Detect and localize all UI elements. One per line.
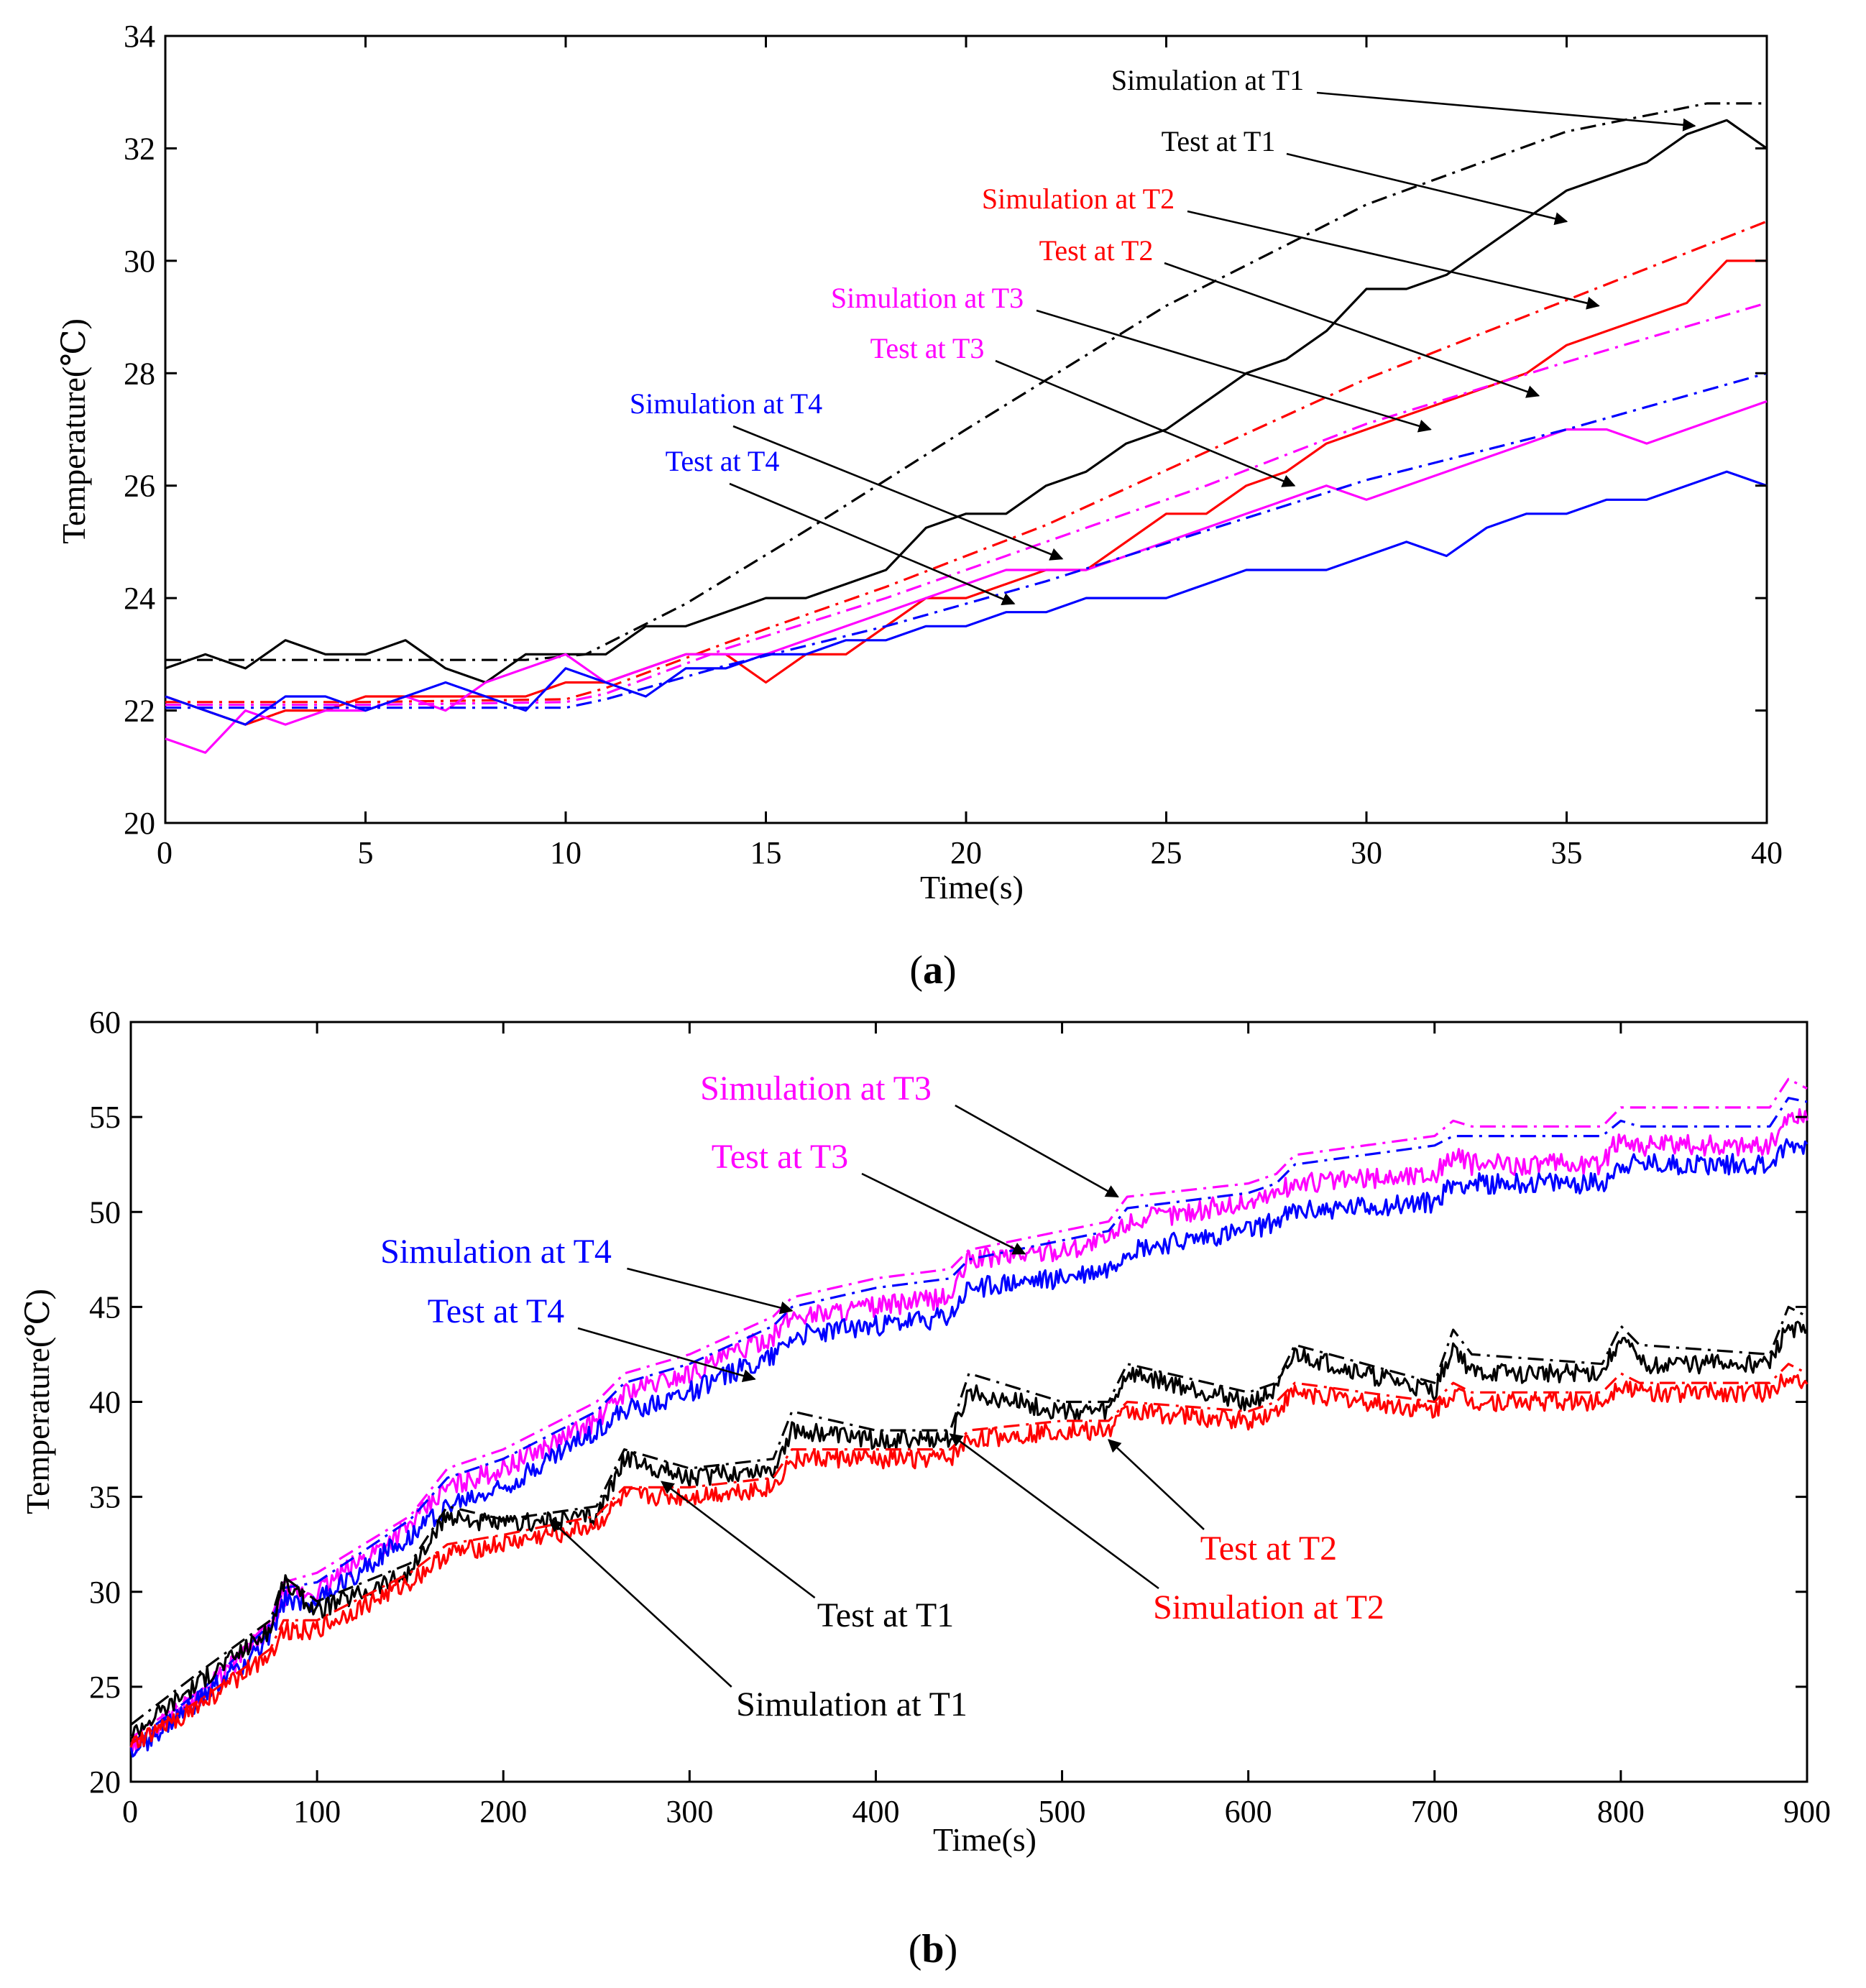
panel-b-x-axis-label: Time(s)	[933, 1821, 1037, 1858]
panel-b-series-group	[129, 1077, 1808, 1758]
annotation-label: Simulation at T4	[630, 387, 822, 420]
x-tick-label: 15	[750, 835, 782, 870]
y-tick-label: 50	[89, 1195, 121, 1230]
series-line-simulation-at-t3	[165, 301, 1768, 707]
y-tick-label: 40	[89, 1385, 121, 1420]
x-tick-label: 40	[1751, 835, 1783, 870]
series-line-simulation-at-t4	[165, 372, 1768, 709]
y-tick-label: 28	[124, 356, 155, 391]
y-tick-label: 25	[89, 1670, 121, 1705]
y-tick-label: 35	[89, 1480, 121, 1515]
annotation-label: Test at T2	[1039, 234, 1154, 267]
annotation-label: Simulation at T1	[1111, 64, 1304, 96]
annotation-arrow	[577, 1327, 756, 1383]
y-tick-label: 34	[124, 19, 155, 54]
annotation-label: Simulation at T3	[831, 282, 1024, 314]
annotation-label: Test at T3	[712, 1138, 848, 1176]
annotation-arrow	[1316, 91, 1696, 132]
x-tick-label: 400	[852, 1794, 899, 1829]
annotation-label: Test at T1	[1162, 125, 1276, 157]
x-tick-label: 700	[1411, 1794, 1458, 1829]
x-tick-label: 200	[479, 1794, 527, 1829]
series-line-simulation-at-t1	[165, 102, 1767, 661]
panel-b-panel-label: (b)	[909, 1927, 957, 1971]
series-line-simulation-at-t1	[130, 1305, 1808, 1726]
y-tick-label: 22	[124, 694, 155, 729]
y-tick-label: 24	[124, 581, 155, 616]
panel-b-y-ticks: 20 25 30 35 40 45 50 55 60	[89, 1005, 1807, 1800]
x-tick-label: 800	[1597, 1794, 1645, 1829]
panel-b-x-ticks: 0 100 200 300 400 500 600 700 800 900	[122, 1022, 1831, 1829]
annotation-arrow	[995, 359, 1296, 487]
panel-a-chart: 0 5 10 15 20 25 30 35 40 20 22 24 26 28 30 32 34 Simula…	[55, 19, 1783, 993]
annotation-arrow	[548, 1519, 732, 1688]
y-tick-label: 26	[124, 469, 155, 504]
x-tick-label: 10	[550, 835, 582, 870]
y-tick-label: 32	[124, 131, 155, 166]
panel-b-chart: 0 100 200 300 400 500 600 700 800 900 20 25 30 35 40 4…	[19, 1005, 1831, 1971]
x-tick-label: 0	[157, 835, 173, 870]
x-tick-label: 300	[666, 1794, 713, 1829]
y-tick-label: 30	[124, 244, 155, 279]
annotation-arrow	[1164, 262, 1540, 398]
panel-a-annotations: Simulation at T1 Test at T1 Simulation at …	[630, 64, 1696, 605]
series-line-simulation-at-t2	[165, 220, 1768, 704]
annotation-label: Test at T3	[870, 332, 985, 364]
y-tick-label: 55	[89, 1100, 121, 1135]
annotation-arrow	[1108, 1439, 1205, 1530]
annotation-label: Test at T4	[666, 445, 780, 477]
y-tick-label: 20	[89, 1764, 121, 1800]
annotation-arrow	[1036, 309, 1432, 433]
annotation-label: Test at T4	[428, 1292, 564, 1330]
panel-a-panel-label: (a)	[909, 948, 956, 993]
series-line-test-at-t2	[129, 1373, 1808, 1749]
x-tick-label: 100	[293, 1794, 341, 1829]
series-line-test-at-t1	[165, 119, 1768, 684]
annotation-label: Test at T2	[1200, 1529, 1337, 1568]
x-tick-label: 0	[122, 1794, 138, 1829]
x-tick-label: 5	[358, 835, 374, 870]
panel-a-x-axis-label: Time(s)	[920, 869, 1024, 906]
x-tick-label: 600	[1225, 1794, 1272, 1829]
panel-a-y-ticks: 20 22 24 26 28 30 32 34	[124, 19, 1767, 841]
x-tick-label: 35	[1551, 835, 1583, 870]
x-tick-label: 20	[950, 835, 982, 870]
annotation-label: Simulation at T4	[380, 1233, 612, 1271]
panel-a-y-axis-label: Temperature(℃)	[55, 318, 92, 544]
series-line-test-at-t2	[165, 259, 1767, 726]
series-line-test-at-t4	[165, 470, 1768, 726]
panel-b-annotations: Simulation at T3 Test at T3 Simulation at …	[380, 1069, 1384, 1724]
annotation-arrow	[861, 1172, 1026, 1255]
y-tick-label: 45	[89, 1289, 121, 1325]
y-tick-label: 30	[89, 1575, 121, 1610]
x-tick-label: 25	[1151, 835, 1182, 870]
panel-a-x-ticks: 0 5 10 15 20 25 30 35 40	[157, 36, 1783, 870]
y-tick-label: 20	[124, 806, 155, 841]
panel-b-y-axis-label: Temperature(℃)	[19, 1289, 56, 1514]
annotation-arrow	[949, 1433, 1159, 1590]
y-tick-label: 60	[89, 1005, 121, 1040]
annotation-label: Simulation at T1	[736, 1685, 968, 1724]
annotation-label: Simulation at T3	[700, 1069, 932, 1108]
annotation-arrow	[732, 425, 1064, 561]
panel-a-series-group	[165, 102, 1768, 754]
annotation-arrow	[627, 1267, 794, 1315]
annotation-label: Simulation at T2	[982, 183, 1175, 215]
series-line-test-at-t3	[130, 1108, 1808, 1754]
series-line-test-at-t3	[165, 400, 1768, 754]
annotation-label: Simulation at T2	[1153, 1588, 1384, 1626]
annotation-arrow	[729, 482, 1016, 605]
series-line-simulation-at-t4	[130, 1097, 1808, 1745]
x-tick-label: 30	[1351, 835, 1382, 870]
x-tick-label: 900	[1783, 1794, 1831, 1829]
annotation-arrow	[1286, 152, 1568, 226]
annotation-arrow	[661, 1481, 816, 1599]
x-tick-label: 500	[1039, 1794, 1086, 1829]
annotation-label: Test at T1	[817, 1596, 954, 1634]
series-line-test-at-t1	[129, 1320, 1808, 1739]
series-line-test-at-t4	[129, 1138, 1808, 1758]
annotation-arrow	[955, 1104, 1119, 1198]
annotation-arrow	[1187, 210, 1600, 310]
